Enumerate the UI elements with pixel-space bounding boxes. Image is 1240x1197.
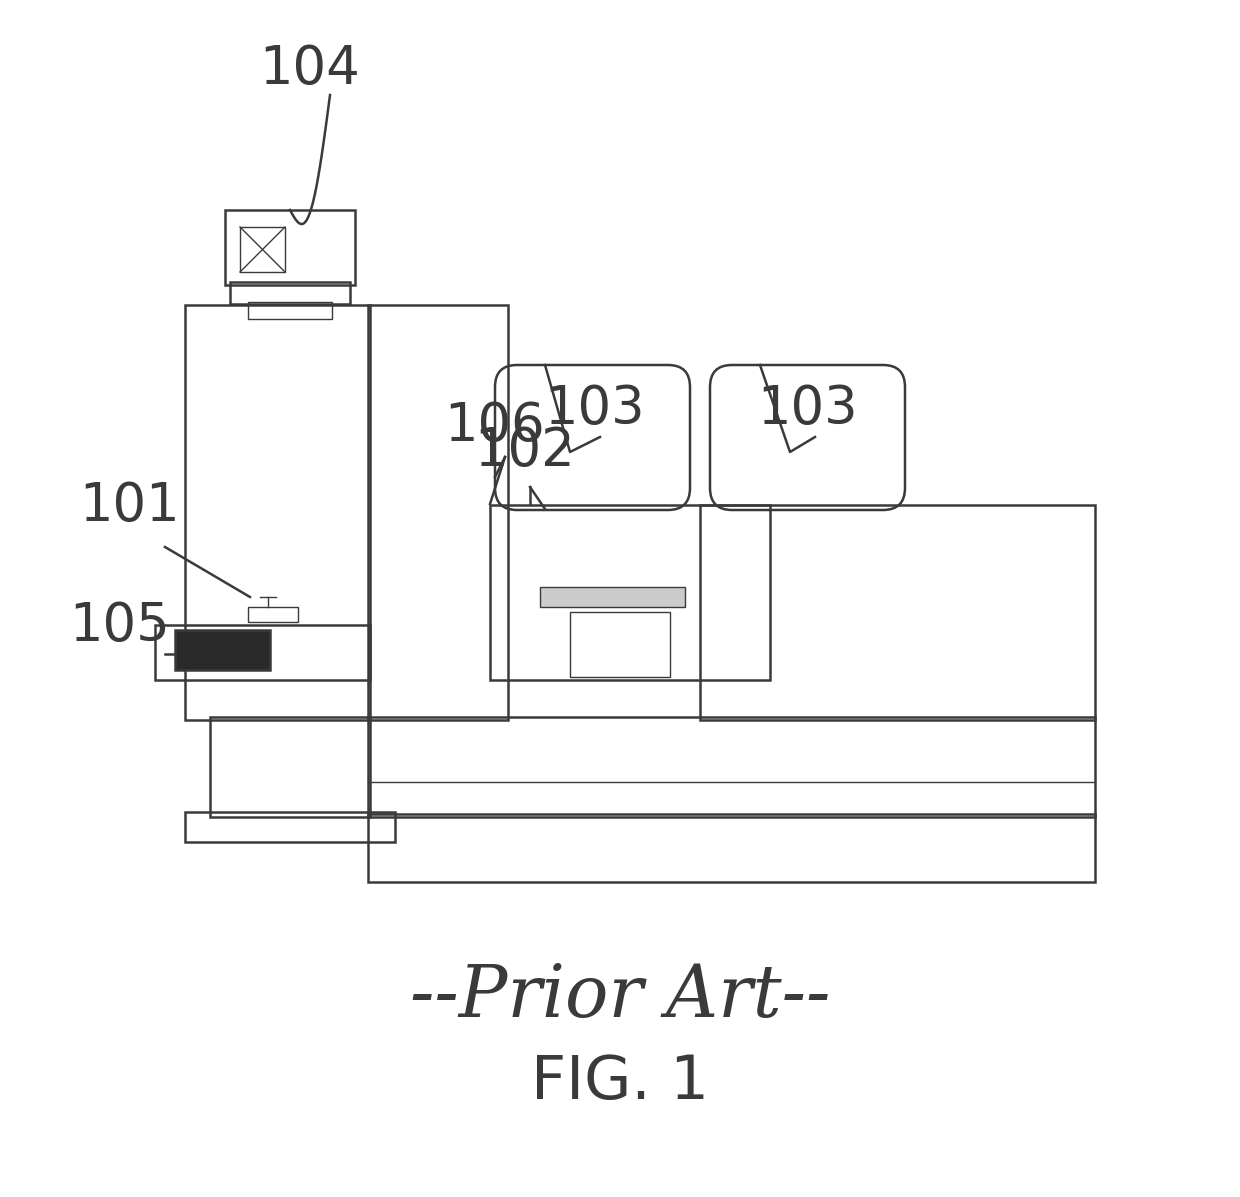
Text: 102: 102 [475, 425, 575, 476]
Bar [368, 814, 1095, 882]
Bar [241, 227, 285, 272]
Bar [210, 717, 370, 818]
Text: 101: 101 [79, 480, 180, 531]
Bar [248, 302, 332, 318]
Bar [224, 209, 355, 285]
Bar [185, 812, 396, 841]
Text: --Prior Art--: --Prior Art-- [409, 961, 831, 1032]
Bar [570, 612, 670, 678]
Text: 103: 103 [544, 383, 645, 435]
Bar [701, 505, 1095, 721]
Bar [490, 505, 770, 680]
Bar [368, 305, 508, 721]
Text: 106: 106 [445, 400, 546, 452]
Bar [248, 607, 298, 622]
Bar [229, 282, 350, 304]
Text: 105: 105 [69, 600, 170, 652]
Bar [539, 587, 684, 607]
Text: FIG. 1: FIG. 1 [531, 1052, 709, 1112]
Text: 103: 103 [758, 383, 858, 435]
Bar [155, 625, 370, 680]
Bar [175, 630, 270, 670]
Text: 104: 104 [259, 43, 361, 95]
Bar [368, 717, 1095, 818]
Bar [185, 305, 370, 721]
